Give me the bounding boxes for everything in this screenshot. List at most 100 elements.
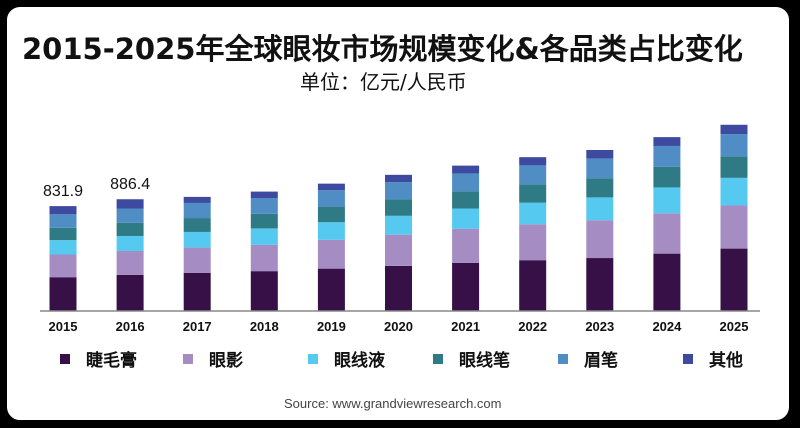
- bar-segment-2022-3: [519, 184, 547, 203]
- bar-segment-2024-3: [653, 166, 681, 188]
- bar-segment-2020-3: [385, 199, 412, 216]
- legend-item: 睫毛膏: [60, 346, 137, 371]
- legend-swatch: [183, 353, 193, 364]
- legend-label: 眼线液: [334, 351, 385, 371]
- bar-segment-2015-5: [49, 206, 77, 215]
- legend-swatch: [433, 353, 443, 364]
- bar-segment-2025-0: [720, 248, 748, 311]
- legend-swatch: [558, 353, 568, 364]
- bar-segment-2021-4: [452, 173, 480, 192]
- legend-swatch: [60, 353, 70, 364]
- legend-item: 眼影: [183, 346, 243, 371]
- bar-segment-2017-5: [183, 196, 211, 203]
- bar-segment-2016-5: [116, 199, 144, 209]
- bar-segment-2019-1: [317, 239, 345, 269]
- bar-segment-2023-5: [586, 149, 614, 159]
- bar-segment-2025-1: [720, 205, 748, 249]
- bar-segment-2020-5: [385, 174, 412, 183]
- bar-segment-2022-2: [519, 202, 547, 225]
- bar-segment-2020-2: [385, 215, 412, 235]
- x-tick-label: 2020: [384, 319, 413, 334]
- bar-segment-2015-4: [49, 214, 77, 228]
- legend-label: 眼影: [209, 351, 243, 371]
- bar-segment-2018-0: [250, 271, 278, 311]
- bar-segment-2016-3: [116, 222, 144, 236]
- legend-label: 睫毛膏: [86, 351, 137, 371]
- bar-segment-2021-5: [452, 165, 480, 174]
- bar-segment-2023-3: [586, 178, 614, 198]
- bar-segment-2018-4: [250, 198, 278, 214]
- bar-segment-2022-4: [519, 165, 547, 185]
- bar-segment-2015-0: [49, 277, 77, 311]
- bar-segment-2021-1: [452, 228, 480, 263]
- bar-segment-2023-4: [586, 158, 614, 179]
- bar-segment-2015-3: [49, 227, 77, 241]
- x-tick-label: 2015: [49, 319, 78, 334]
- legend-item: 眼线笔: [433, 346, 510, 371]
- bar-segment-2021-2: [452, 208, 480, 229]
- bar-segment-2019-5: [317, 183, 345, 191]
- legend-label: 眼线笔: [459, 351, 510, 371]
- bar-segment-2024-5: [653, 137, 681, 146]
- legend-item: 眼线液: [308, 346, 385, 371]
- legend: 睫毛膏 眼影 眼线液 眼线笔 眉笔 其他: [0, 346, 800, 376]
- bar-segment-2022-1: [519, 224, 547, 261]
- bar-segment-2016-2: [116, 235, 144, 251]
- x-tick-label: 2018: [250, 319, 279, 334]
- x-tick-label: 2024: [652, 319, 682, 334]
- legend-swatch: [683, 353, 693, 364]
- legend-swatch: [308, 353, 318, 364]
- bar-segment-2024-4: [653, 145, 681, 167]
- source-note: Source: www.grandviewresearch.com: [284, 396, 502, 411]
- bar-segment-2019-2: [317, 222, 345, 240]
- x-tick-label: 2021: [451, 319, 480, 334]
- chart-title: 2015-2025年全球眼妆市场规模变化&各品类占比变化: [22, 32, 743, 66]
- bar-segment-2019-4: [317, 190, 345, 207]
- data-label: 831.9: [43, 183, 83, 200]
- legend-item: 眉笔: [558, 346, 618, 371]
- chart-subtitle: 单位：亿元/人民币: [300, 70, 467, 94]
- bar-segment-2018-3: [250, 213, 278, 229]
- x-tick-label: 2017: [183, 319, 212, 334]
- bar-segment-2015-1: [49, 254, 77, 278]
- bar-segment-2017-4: [183, 202, 211, 219]
- bar-segment-2019-3: [317, 206, 345, 223]
- bar-segment-2025-5: [720, 124, 748, 135]
- x-tick-label: 2025: [720, 319, 749, 334]
- bar-segment-2016-0: [116, 274, 144, 311]
- legend-item: 其他: [683, 346, 743, 371]
- bar-segment-2020-0: [385, 265, 412, 311]
- bar-segment-2018-1: [250, 244, 278, 272]
- x-tick-label: 2022: [518, 319, 547, 334]
- bar-segment-2021-0: [452, 262, 480, 311]
- bar-segment-2021-3: [452, 191, 480, 209]
- bar-segment-2020-4: [385, 182, 412, 200]
- data-label: 886.4: [110, 176, 150, 193]
- bar-segment-2024-2: [653, 187, 681, 214]
- legend-label: 其他: [709, 351, 743, 371]
- bar-segment-2022-0: [519, 260, 547, 311]
- bar-segment-2018-5: [250, 191, 278, 199]
- bar-segment-2019-0: [317, 268, 345, 311]
- bar-segment-2025-2: [720, 177, 748, 206]
- legend-label: 眉笔: [584, 351, 618, 371]
- bar-segment-2024-1: [653, 213, 681, 254]
- bar-segment-2017-3: [183, 218, 211, 232]
- bar-segment-2020-1: [385, 234, 412, 266]
- x-tick-label: 2019: [317, 319, 346, 334]
- bar-segment-2023-0: [586, 258, 614, 311]
- bar-segment-2025-3: [720, 156, 748, 178]
- bar-segment-2016-4: [116, 208, 144, 223]
- bar-segment-2024-0: [653, 253, 681, 311]
- bar-segment-2017-1: [183, 247, 211, 273]
- bar-segment-2017-2: [183, 231, 211, 248]
- bar-segment-2023-1: [586, 220, 614, 259]
- x-tick-label: 2016: [116, 319, 145, 334]
- bar-segment-2015-2: [49, 240, 77, 255]
- bar-segment-2022-5: [519, 157, 547, 166]
- bar-segment-2018-2: [250, 228, 278, 245]
- bar-segment-2025-4: [720, 134, 748, 157]
- x-tick-label: 2023: [585, 319, 614, 334]
- bar-segment-2017-0: [183, 272, 211, 311]
